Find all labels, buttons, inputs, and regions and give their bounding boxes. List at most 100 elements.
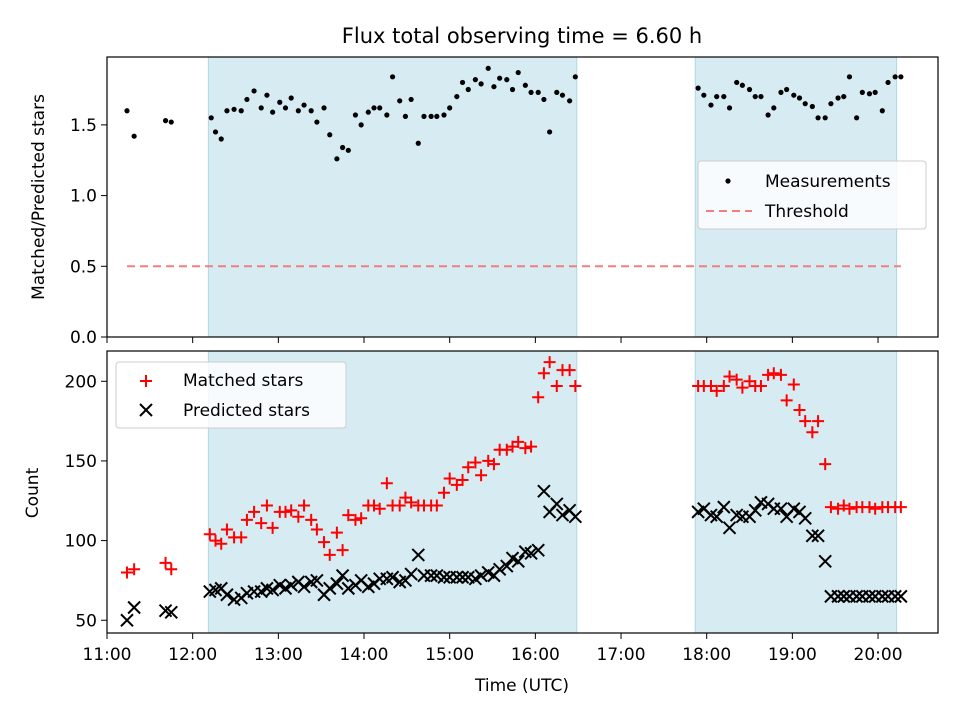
measurement-point	[491, 84, 497, 90]
measurement-point	[295, 108, 301, 114]
x-tick-label: 19:00	[768, 645, 817, 665]
matched-star-point	[405, 496, 418, 509]
matched-star-point	[550, 380, 563, 393]
measurement-point	[866, 91, 873, 97]
predicted-star-point	[492, 562, 507, 576]
measurement-point	[554, 89, 560, 95]
matched-star-point	[285, 504, 298, 517]
predicted-star-point	[310, 573, 324, 588]
predicted-star-point	[805, 529, 820, 543]
matched-star-point	[843, 502, 856, 515]
measurement-point	[828, 101, 834, 107]
measurement-point	[885, 79, 891, 86]
predicted-star-point	[524, 546, 538, 561]
predicted-star-point	[411, 548, 425, 562]
measurement-point	[308, 108, 314, 114]
matched-star-point	[799, 415, 812, 428]
measurement-point	[809, 103, 815, 110]
predicted-star-point	[404, 567, 418, 581]
matched-star-point	[456, 474, 469, 487]
matched-star-point	[349, 513, 362, 526]
bottom-y-tick-label: 100	[65, 532, 97, 552]
measurement-point	[497, 75, 503, 81]
top-y-tick-label: 0.5	[70, 257, 97, 277]
measurement-point	[778, 89, 784, 95]
measurement-point	[421, 113, 427, 119]
measurement-point	[402, 113, 409, 119]
measurement-point	[528, 89, 534, 95]
measurement-point	[168, 119, 174, 125]
measurement-point	[264, 92, 270, 98]
matched-star-point	[780, 394, 793, 407]
measurement-point	[358, 122, 364, 128]
matched-star-point	[240, 513, 253, 526]
matched-star-point	[537, 367, 550, 380]
legend-predicted-label: Predicted stars	[183, 401, 310, 421]
measurement-point	[854, 115, 860, 121]
matched-star-point	[894, 501, 907, 514]
measurement-point	[535, 89, 541, 95]
measurement-point	[334, 156, 340, 162]
matched-star-point	[754, 380, 767, 393]
matched-star-point	[355, 512, 368, 525]
matched-star-point	[487, 458, 500, 471]
predicted-star-point	[220, 588, 234, 602]
legend-matched-label: Matched stars	[183, 371, 303, 391]
measurement-point	[714, 93, 720, 100]
legend-predicted-marker	[139, 403, 153, 417]
measurement-point	[796, 95, 803, 101]
top-observing-band-0	[208, 57, 577, 337]
measurement-point	[321, 105, 327, 111]
matched-star-point	[762, 368, 775, 381]
matched-star-point	[342, 509, 355, 522]
matched-star-point	[723, 370, 736, 383]
matched-star-point	[736, 381, 749, 394]
measurement-point	[218, 136, 224, 142]
predicted-star-point	[330, 576, 344, 591]
matched-star-point	[336, 544, 349, 557]
top-y-tick-label: 0.0	[70, 328, 97, 348]
measurement-point	[327, 132, 333, 138]
matched-star-point	[279, 505, 292, 518]
x-tick-label: 20:00	[854, 645, 903, 665]
measurement-point	[454, 93, 460, 100]
measurement-point	[459, 79, 466, 86]
matched-star-point	[443, 472, 456, 485]
measurement-point	[765, 112, 771, 118]
predicted-star-point	[888, 589, 902, 604]
top-legend: Measurements Threshold	[697, 160, 927, 230]
predicted-star-point	[450, 570, 464, 584]
matched-star-point	[512, 435, 525, 448]
x-tick-label: 15:00	[425, 645, 474, 665]
matched-star-point	[318, 536, 331, 549]
top-legend-box	[697, 160, 927, 230]
measurement-point	[208, 115, 214, 121]
matched-star-point	[373, 502, 386, 515]
x-axis-label: Time (UTC)	[474, 676, 569, 696]
measurement-point	[339, 144, 346, 151]
figure-title: Flux total observing time = 6.60 h	[342, 24, 702, 48]
predicted-star-point	[297, 580, 311, 594]
top-y-tick-label: 1.5	[70, 116, 97, 136]
matched-star-point	[525, 440, 538, 453]
measurement-point	[345, 147, 351, 153]
bottom-y-axis-label: Count	[23, 467, 43, 518]
matched-star-point	[255, 517, 268, 530]
measurement-point	[879, 108, 885, 114]
measurement-point	[124, 108, 130, 114]
measurement-point	[472, 77, 478, 83]
predicted-star-point	[831, 589, 845, 604]
matched-star-point	[519, 442, 532, 455]
measurement-point	[784, 86, 790, 93]
matched-star-point	[248, 505, 261, 518]
x-tick-label: 12:00	[168, 645, 217, 665]
measurement-point	[726, 105, 733, 111]
measurement-point	[314, 119, 320, 125]
predicted-star-point	[424, 568, 438, 583]
measurement-point	[515, 69, 521, 76]
measurement-point	[277, 99, 283, 105]
measurement-point	[270, 109, 276, 115]
bottom-panel: 50 100 150 200 11:00 12:00 13:00 14:00 15:00 16:…	[23, 350, 939, 696]
matched-star-point	[266, 521, 279, 534]
measurement-point	[352, 112, 359, 118]
